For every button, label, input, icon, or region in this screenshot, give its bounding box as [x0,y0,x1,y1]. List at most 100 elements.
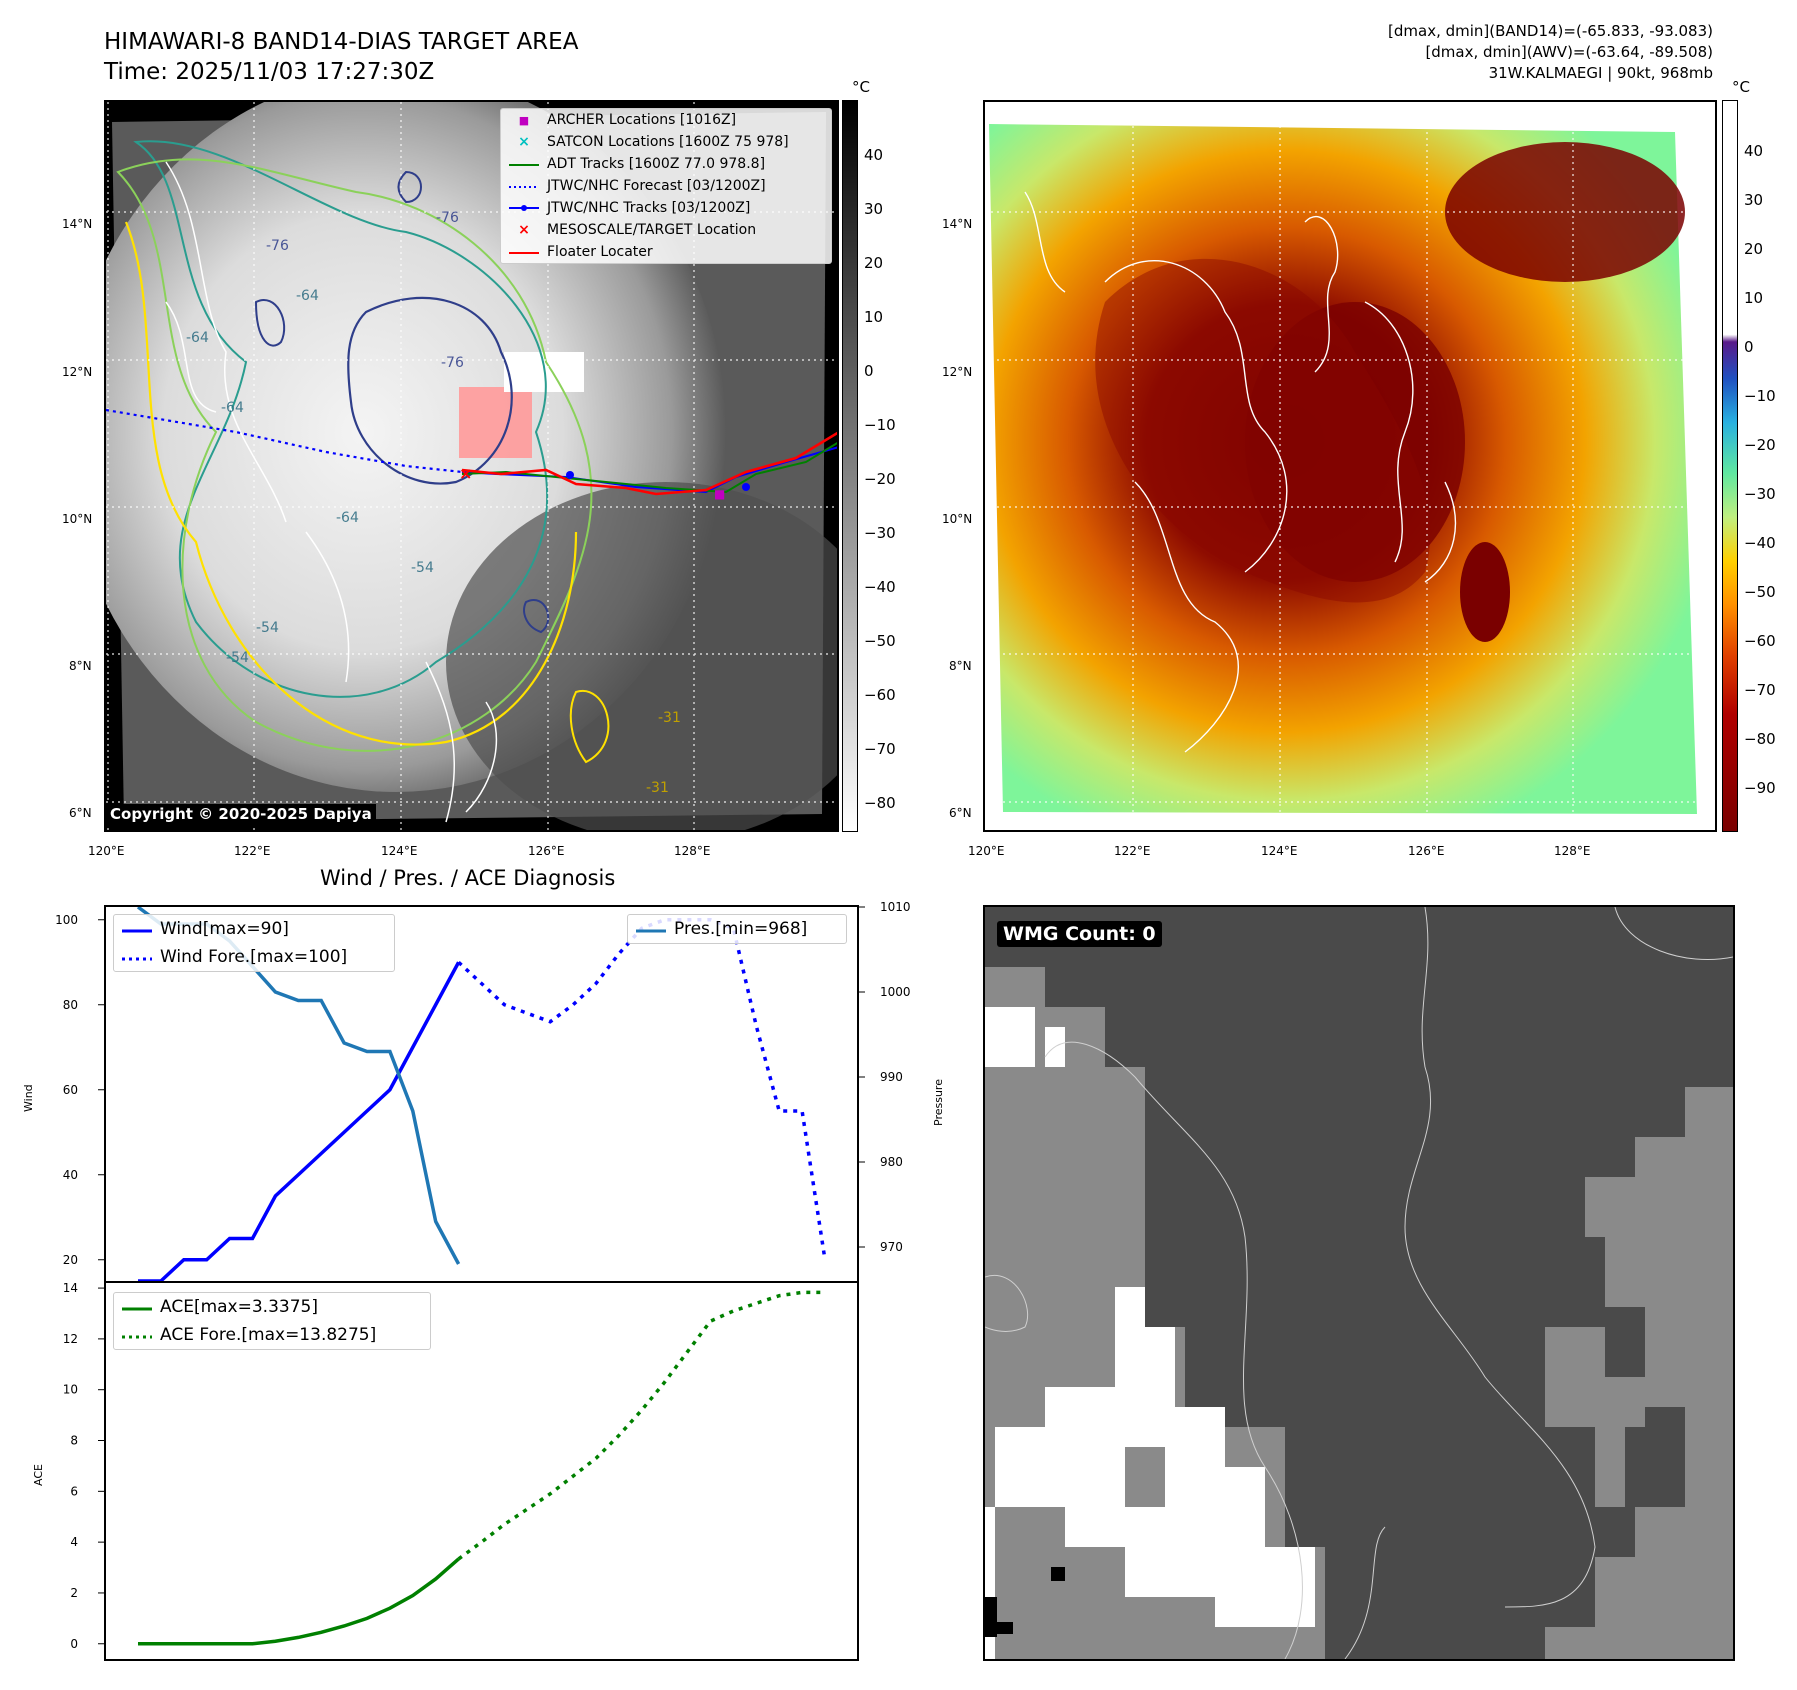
colorbar-tick: 30 [864,200,884,218]
colorbar-tick: 20 [864,254,884,272]
diagnosis-title: Wind / Pres. / ACE Diagnosis [320,866,616,890]
ace-chart [104,1281,859,1661]
legend-item-jtwc-tracks: JTWC/NHC Tracks [03/1200Z] [501,197,831,219]
contour-label: -76 [436,210,459,226]
colorbar-tick: −30 [864,524,896,542]
y-tick-label: 6 [70,1484,78,1498]
legend-label: Wind[max=90] [160,919,289,939]
colorbar-tick: 40 [1744,142,1764,160]
legend-item-wind-forecast: Wind Fore.[max=100] [114,943,394,971]
lon-label: 120°E [88,844,125,858]
lon-label: 124°E [1261,844,1298,858]
colorbar-awv [1722,100,1738,832]
awv-range: [dmax, dmin](AWV)=(-63.64, -89.508) [1425,43,1713,61]
red-line-icon [509,244,539,260]
legend-label: Floater Locater [547,244,653,260]
square-marker-icon: ■ [518,113,530,127]
contour-label: -64 [221,400,244,416]
colorbar-tick: −20 [1744,436,1776,454]
legend-label: MESOSCALE/TARGET Location [547,222,757,238]
wmg-panel: WMG Count: 0 [983,905,1735,1661]
band14-map-image: × ■ -76 -76 -76 -64 -64 -64 -54 -54 -64 … [106,102,837,830]
series-line-aceforemax [457,1290,825,1561]
band14-range: [dmax, dmin](BAND14)=(-65.833, -93.083) [1388,22,1713,40]
y-tick-label: 20 [63,1253,78,1267]
colorbar-tick: −30 [1744,485,1776,503]
colorbar-tick: −80 [1744,730,1776,748]
colorbar-tick: −50 [864,632,896,650]
solid-line-icon [122,919,152,939]
colorbar-tick: 0 [1744,338,1754,356]
y-tick-label: 14 [63,1281,78,1295]
series-line-acemax [138,1557,460,1646]
dotted-line-icon [509,178,539,194]
x-marker-icon: × [518,222,530,238]
ace-axes: 0 2 4 6 8 10 12 14 [63,1281,104,1651]
colorbar-tick: −60 [1744,632,1776,650]
y-right-tick-label: 970 [880,1240,903,1254]
chart-time: Time: 2025/11/03 17:27:30Z [104,59,435,85]
legend-item-jtwc-forecast: JTWC/NHC Forecast [03/1200Z] [501,175,831,197]
colorbar-tick: −90 [1744,779,1776,797]
lon-label: 128°E [1554,844,1591,858]
pressure-axis-label: Pressure [932,1079,945,1126]
legend-label: SATCON Locations [1600Z 75 978] [547,134,789,150]
wmg-image [985,907,1733,1659]
y-right-tick-label: 1010 [880,900,911,914]
colorbar-tick: 0 [864,362,874,380]
legend-item-pressure: Pres.[min=968] [628,915,846,943]
y-tick-label: 60 [63,1083,78,1097]
lat-label: 6°N [69,806,92,820]
contour-label: -76 [441,355,464,371]
y-tick-label: 10 [63,1383,78,1397]
legend-label: JTWC/NHC Tracks [03/1200Z] [547,200,751,216]
y-tick-label: 80 [63,998,78,1012]
contour-label: -54 [411,560,434,576]
wind-axis-label: Wind [22,1084,35,1112]
contour-label: -31 [658,710,681,726]
awv-map-image [985,102,1715,830]
x-marker-icon: × [518,134,530,150]
colorbar-tick: −20 [864,470,896,488]
legend-item-adt: ADT Tracks [1600Z 77.0 978.8] [501,153,831,175]
colorbar-tick: 20 [1744,240,1764,258]
lon-label: 122°E [1114,844,1151,858]
lat-label: 14°N [62,217,93,231]
lon-label: 128°E [674,844,711,858]
contour-label: -31 [646,780,669,796]
legend-label: ADT Tracks [1600Z 77.0 978.8] [547,156,766,172]
legend-label: ACE[max=3.3375] [160,1297,318,1317]
y-tick-label: 4 [70,1535,78,1549]
colorbar-tick: 10 [1744,289,1764,307]
contour-label: -64 [336,510,359,526]
storm-info: 31W.KALMAEGI | 90kt, 968mb [1488,64,1713,82]
ace-plot [138,1290,825,1646]
solid-line-icon [636,919,666,939]
colorbar-tick: −40 [1744,534,1776,552]
lat-label: 10°N [942,512,973,526]
colorbar-tick: −60 [864,686,896,704]
y-right-tick-label: 1000 [880,985,911,999]
lon-label: 122°E [234,844,271,858]
y-right-tick-label: 980 [880,1155,903,1169]
svg-text:■: ■ [714,487,725,501]
y-tick-label: 40 [63,1168,78,1182]
lon-label: 126°E [528,844,565,858]
wmg-count-badge: WMG Count: 0 [997,921,1162,947]
contour-label: -64 [186,330,209,346]
chart-title: HIMAWARI-8 BAND14-DIAS TARGET AREA [104,29,579,55]
colorbar-unit: °C [1732,78,1750,96]
colorbar-tick: −70 [1744,681,1776,699]
colorbar-tick: −70 [864,740,896,758]
colorbar-tick: 40 [864,146,884,164]
colorbar-grayscale [842,100,858,832]
y-tick-label: 2 [70,1586,78,1600]
lat-label: 12°N [62,365,93,379]
colorbar-tick: 30 [1744,191,1764,209]
y-right-tick-label: 990 [880,1070,903,1084]
wind-axes: 20 40 60 80 100 970 980 990 1000 1010 [55,900,911,1267]
legend-item-mesoscale: × MESOSCALE/TARGET Location [501,219,831,241]
svg-text:×: × [459,464,472,483]
lat-label: 8°N [949,659,972,673]
colorbar-tick: −80 [864,794,896,812]
